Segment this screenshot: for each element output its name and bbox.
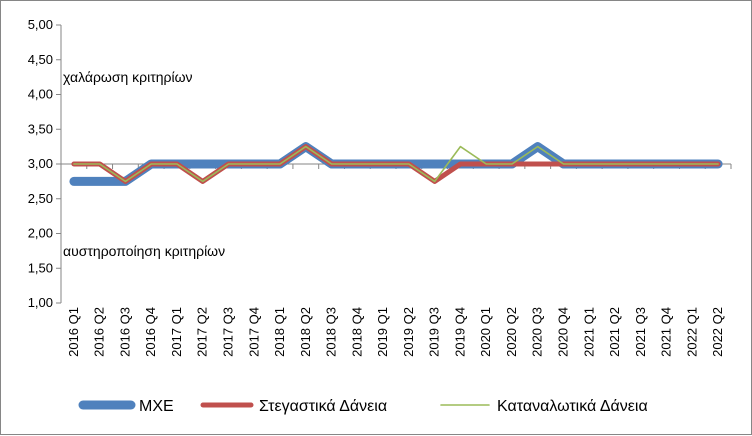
x-tick-label: 2017 Q4	[246, 307, 261, 357]
x-tick-label: 2017 Q2	[195, 307, 210, 357]
x-tick-label: 2019 Q4	[452, 307, 467, 357]
legend-label: Στεγαστικά Δάνεια	[259, 398, 387, 415]
y-tick-label: 1,50	[28, 260, 53, 275]
y-tick-label: 1,00	[28, 295, 53, 310]
x-tick-label: 2018 Q4	[349, 307, 364, 357]
x-tick-label: 2019 Q3	[427, 307, 442, 357]
chart-annotation: αυστηροποίηση κριτηρίων	[63, 243, 225, 259]
x-tick-label: 2022 Q2	[710, 307, 725, 357]
chart-annotation: χαλάρωση κριτηρίων	[63, 69, 193, 85]
y-tick-label: 4,00	[28, 87, 53, 102]
x-tick-label: 2021 Q2	[607, 307, 622, 357]
x-tick-label: 2017 Q1	[169, 307, 184, 357]
x-tick-label: 2021 Q3	[633, 307, 648, 357]
legend-label: ΜΧΕ	[139, 398, 174, 415]
x-tick-label: 2020 Q4	[556, 307, 571, 357]
series-line-2	[73, 145, 719, 183]
x-tick-label: 2020 Q3	[530, 307, 545, 357]
y-tick-label: 3,00	[28, 156, 53, 171]
x-tick-label: 2018 Q3	[324, 307, 339, 357]
x-tick-label: 2019 Q2	[401, 307, 416, 357]
x-tick-label: 2019 Q1	[375, 307, 390, 357]
x-tick-label: 2016 Q1	[66, 307, 81, 357]
x-tick-label: 2016 Q4	[143, 307, 158, 357]
x-tick-label: 2016 Q3	[117, 307, 132, 357]
x-tick-label: 2020 Q1	[478, 307, 493, 357]
x-tick-label: 2018 Q1	[272, 307, 287, 357]
legend-label: Καταναλωτικά Δάνεια	[497, 398, 648, 415]
x-tick-label: 2020 Q2	[504, 307, 519, 357]
x-tick-label: 2016 Q2	[92, 307, 107, 357]
x-tick-label: 2022 Q1	[684, 307, 699, 357]
y-tick-label: 2,00	[28, 226, 53, 241]
y-tick-label: 2,50	[28, 191, 53, 206]
x-tick-label: 2017 Q3	[221, 307, 236, 357]
x-tick-label: 2021 Q4	[659, 307, 674, 357]
x-tick-label: 2021 Q1	[581, 307, 596, 357]
y-tick-label: 5,00	[28, 17, 53, 32]
x-tick-label: 2018 Q2	[298, 307, 313, 357]
y-tick-label: 4,50	[28, 52, 53, 67]
y-tick-label: 3,50	[28, 121, 53, 136]
